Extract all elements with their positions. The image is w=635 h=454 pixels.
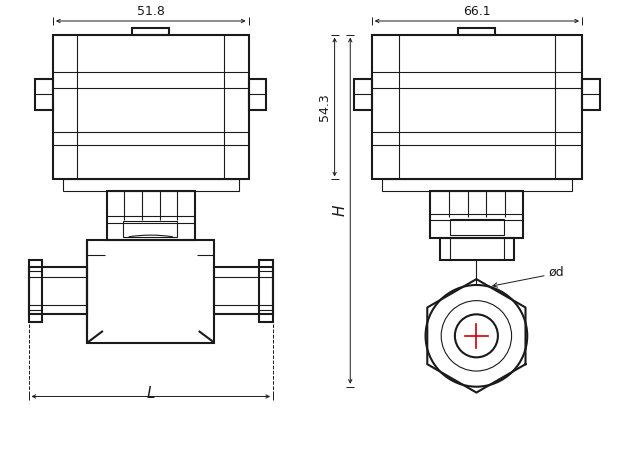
Bar <box>215 267 273 314</box>
Bar <box>382 179 572 191</box>
Bar <box>458 28 495 35</box>
Bar <box>440 238 514 260</box>
Bar <box>29 260 43 322</box>
Bar <box>132 28 170 35</box>
Bar <box>36 79 53 110</box>
Text: 66.1: 66.1 <box>463 5 491 18</box>
Bar <box>63 179 239 191</box>
Bar <box>29 267 87 314</box>
Bar <box>431 191 523 238</box>
Bar <box>248 79 266 110</box>
Bar <box>354 79 371 110</box>
Bar <box>123 222 177 237</box>
Text: 51.8: 51.8 <box>137 5 164 18</box>
Bar <box>582 79 599 110</box>
Text: ød: ød <box>549 266 565 279</box>
Bar <box>259 260 273 322</box>
Bar <box>87 240 215 343</box>
Text: L: L <box>147 386 155 401</box>
Text: H: H <box>332 205 347 217</box>
Bar <box>107 191 195 240</box>
Bar <box>371 35 582 179</box>
Text: 54.3: 54.3 <box>318 93 331 121</box>
Bar <box>53 35 248 179</box>
Bar <box>450 219 504 235</box>
